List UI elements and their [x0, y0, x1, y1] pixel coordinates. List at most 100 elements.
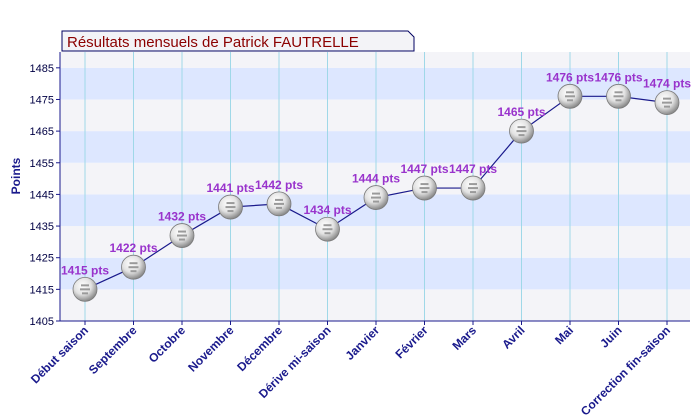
marker-stripe: [81, 284, 89, 287]
marker-stripe: [177, 234, 187, 237]
marker-stripe: [179, 238, 185, 241]
y-ticks: 1405 1415 1425 1435 1445 1455 1465 1475 1485: [30, 63, 60, 328]
data-point: [606, 83, 631, 109]
data-point: [72, 276, 98, 302]
data-point: [412, 175, 437, 201]
marker-stripe: [664, 105, 670, 108]
plot-band: [60, 257, 690, 290]
x-tick-label: Correction fin-saison: [578, 323, 673, 418]
marker-stripe: [371, 196, 381, 199]
y-tick-label: 1405: [30, 316, 54, 328]
y-tick-label: 1435: [30, 221, 54, 233]
data-point: [315, 216, 340, 242]
marker-stripe: [178, 230, 186, 233]
data-point: [557, 83, 583, 109]
marker-stripe: [130, 270, 137, 273]
chart-title-box: Résultats mensuels de Patrick FAUTRELLE: [61, 30, 415, 52]
y-tick-label: 1455: [30, 158, 54, 170]
marker-stripe: [516, 130, 527, 133]
axes: [59, 52, 690, 322]
series: [72, 83, 680, 302]
marker-stripe: [80, 288, 90, 291]
data-label: 1474 pts: [643, 77, 691, 91]
marker-stripe: [322, 228, 333, 231]
marker-stripe: [615, 99, 622, 102]
y-tick-label: 1415: [30, 284, 54, 296]
plot-band: [60, 99, 690, 132]
y-tick-label: 1445: [30, 189, 54, 201]
data-label: 1434 pts: [303, 203, 351, 217]
y-tick-label: 1465: [30, 126, 54, 138]
marker-stripe: [421, 191, 428, 194]
plot-band: [60, 131, 690, 163]
marker-stripe: [226, 202, 235, 205]
x-tick-label: Juin: [597, 323, 624, 350]
data-point: [169, 223, 195, 248]
x-tick-label: Novembre: [185, 323, 237, 375]
data-point: [266, 191, 292, 217]
marker-stripe: [662, 101, 672, 104]
data-label: 1432 pts: [158, 210, 206, 224]
x-tick-label: Décembre: [234, 323, 285, 374]
marker-stripe: [565, 95, 575, 98]
marker-stripe: [227, 210, 234, 213]
data-point: [460, 175, 486, 201]
marker-stripe: [663, 97, 671, 100]
x-tick-label: Octobre: [146, 323, 189, 366]
data-label: 1415 pts: [61, 263, 109, 277]
plot-band: [60, 52, 690, 68]
data-point: [121, 254, 146, 280]
marker-stripe: [372, 192, 380, 195]
data-label: 1447 pts: [449, 162, 497, 176]
data-label: 1444 pts: [352, 172, 400, 186]
marker-stripe: [82, 292, 88, 295]
chart-title: Résultats mensuels de Patrick FAUTRELLE: [67, 34, 359, 51]
marker-stripe: [419, 187, 430, 190]
marker-stripe: [324, 232, 331, 235]
chart-title-frame: [61, 30, 415, 52]
marker-stripe: [225, 206, 236, 209]
marker-stripe: [274, 202, 284, 205]
marker-stripe: [323, 224, 332, 227]
marker-stripe: [275, 198, 283, 201]
plot-band: [60, 289, 690, 321]
y-tick-label: 1425: [30, 253, 54, 265]
x-tick-label: Mars: [449, 323, 479, 353]
marker-stripe: [373, 200, 379, 203]
marker-stripe: [469, 183, 477, 186]
plot-band: [60, 226, 690, 258]
data-label: 1465 pts: [497, 105, 545, 119]
marker-stripe: [614, 91, 623, 94]
marker-stripe: [276, 206, 282, 209]
data-label: 1447 pts: [400, 162, 448, 176]
x-tick-label: Janvier: [343, 323, 383, 363]
plot-band: [60, 67, 690, 100]
marker-stripe: [129, 262, 138, 265]
data-point: [363, 185, 389, 210]
data-point: [218, 194, 243, 220]
x-tick-label: Février: [392, 323, 430, 361]
marker-stripe: [567, 99, 573, 102]
y-axis-label: Points: [9, 157, 23, 194]
y-tick-label: 1475: [30, 94, 54, 106]
data-label: 1441 pts: [206, 181, 254, 195]
data-label: 1476 pts: [594, 70, 642, 84]
data-label: 1422 pts: [109, 241, 157, 255]
data-label: 1442 pts: [255, 178, 303, 192]
y-tick-label: 1485: [30, 63, 54, 75]
x-tick-label: Septembre: [86, 323, 140, 377]
marker-stripe: [518, 134, 525, 137]
x-tick-label: Début saison: [28, 323, 91, 386]
marker-stripe: [566, 91, 574, 94]
marker-stripe: [420, 183, 429, 186]
marker-stripe: [468, 187, 478, 190]
marker-stripe: [613, 95, 624, 98]
x-tick-label: Avril: [499, 323, 527, 351]
x-tick-label: Mai: [552, 323, 576, 347]
marker-stripe: [517, 126, 526, 129]
marker-stripe: [470, 191, 476, 194]
